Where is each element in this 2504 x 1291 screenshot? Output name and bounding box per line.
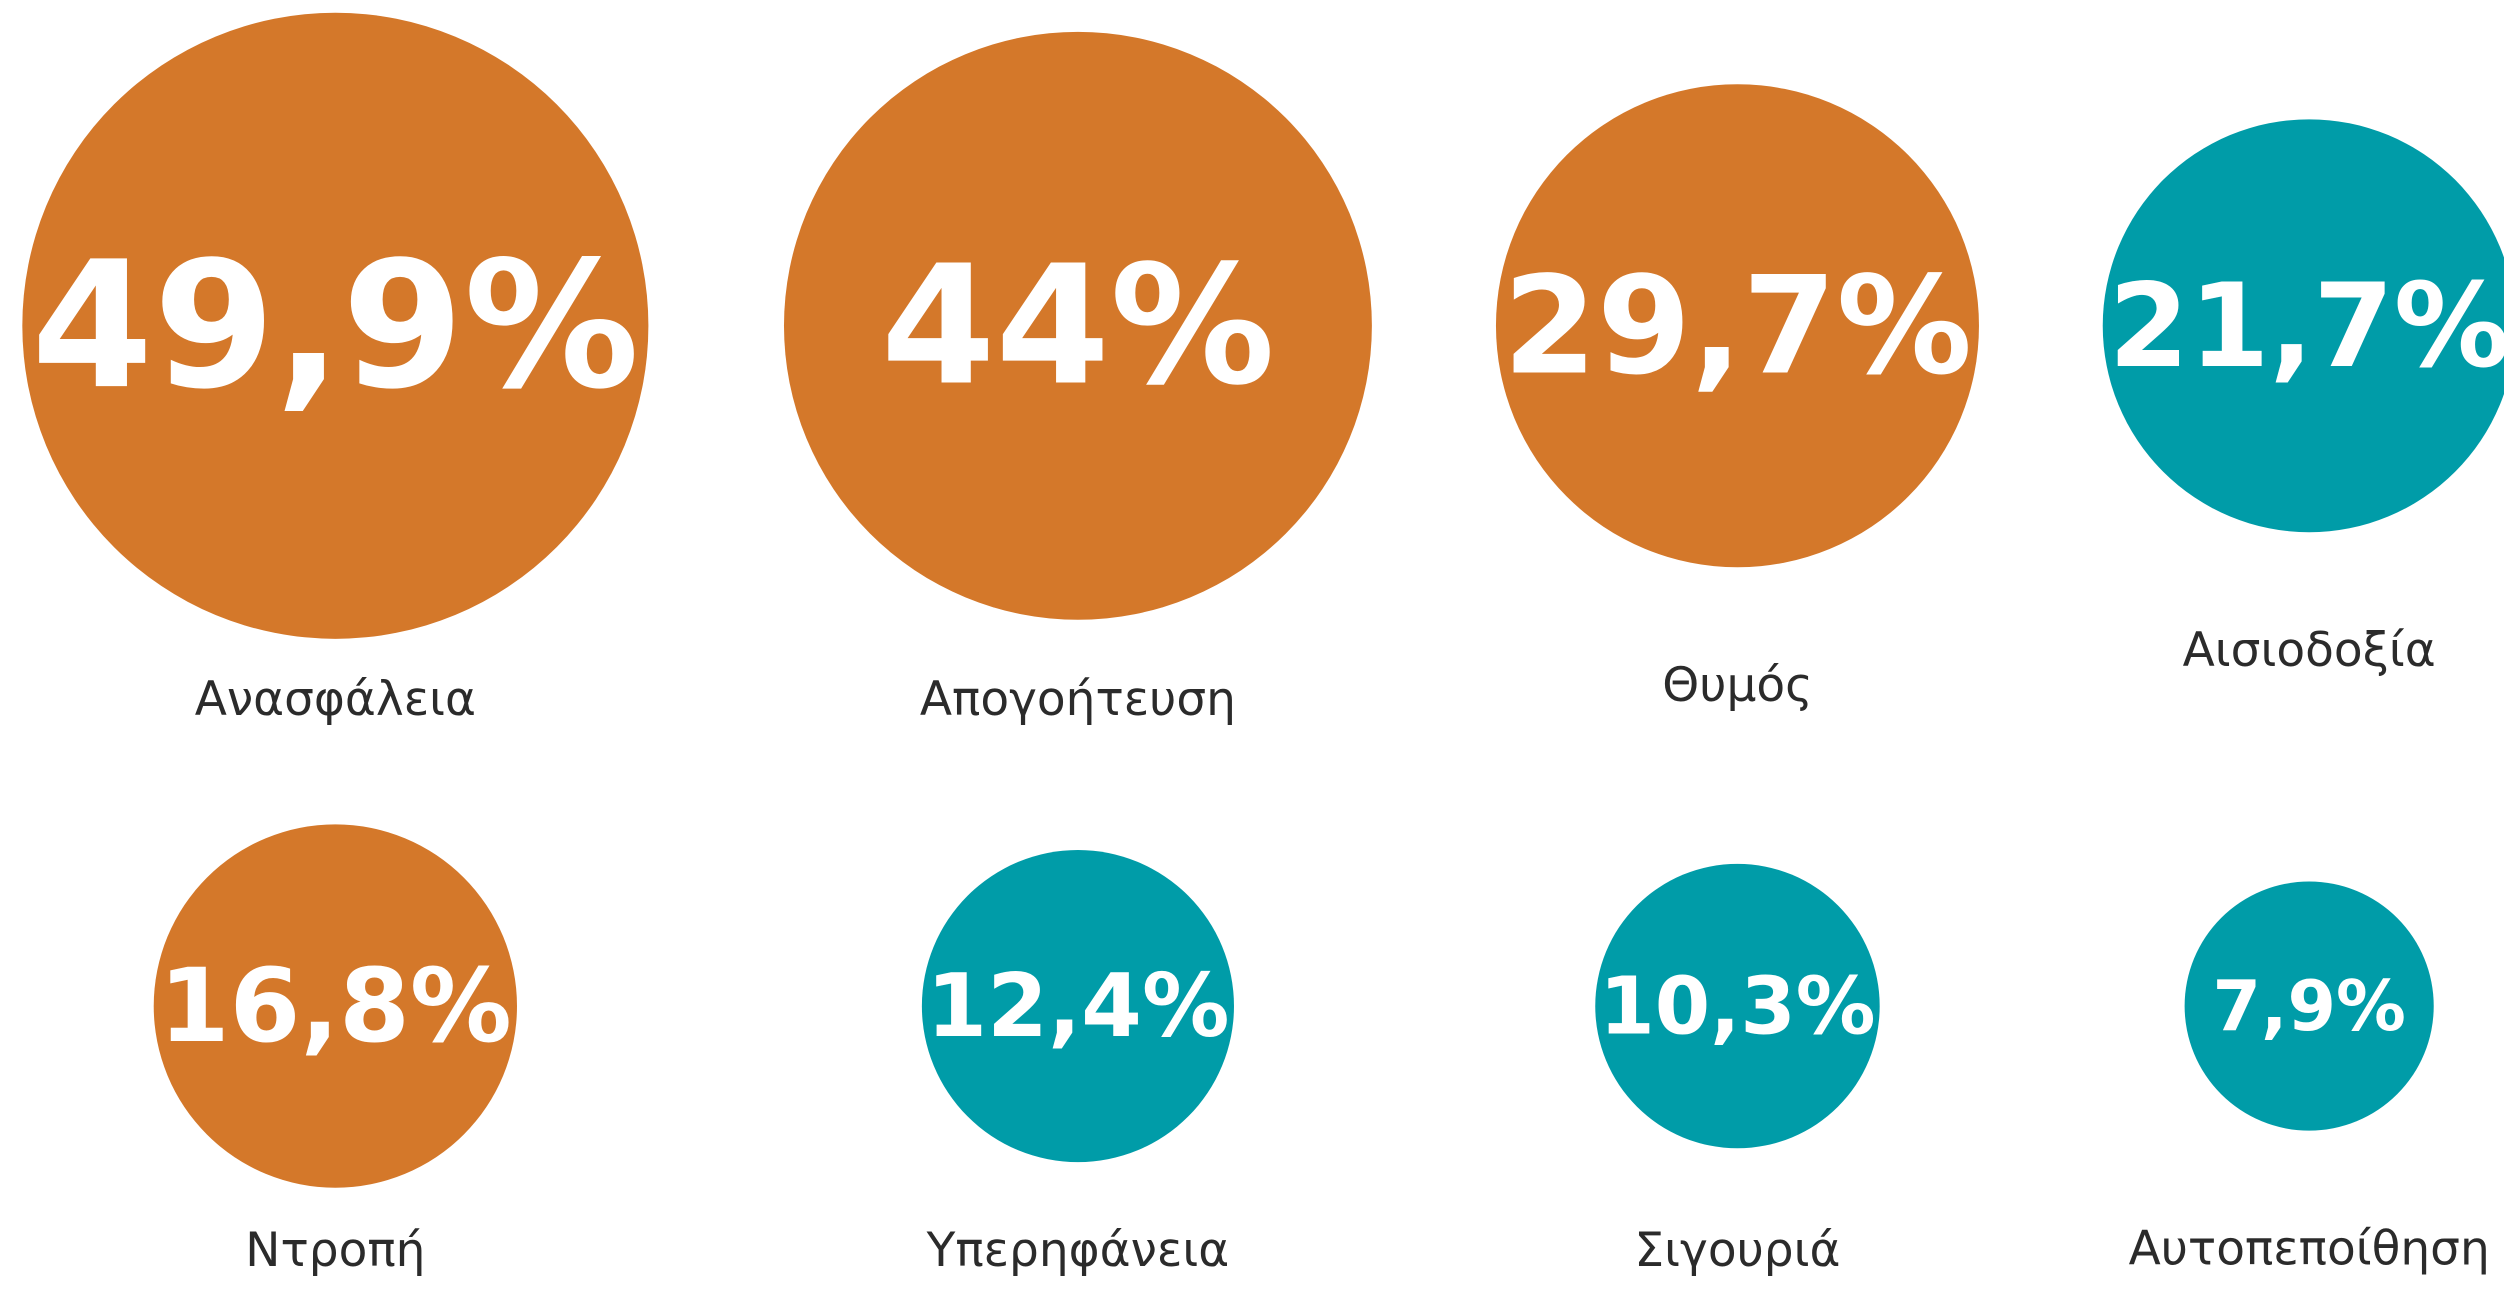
- value-label: 44%: [881, 229, 1275, 421]
- value-label: 12,4%: [926, 955, 1229, 1057]
- category-label: Απογοήτευση: [920, 672, 1236, 727]
- bubble: [921, 850, 1234, 1163]
- value-label: 16,8%: [159, 947, 512, 1065]
- bubble: [1495, 84, 1979, 568]
- value-label: 49,9%: [31, 224, 639, 428]
- category-label: Ανασφάλεια: [195, 672, 476, 727]
- bubble: [22, 12, 649, 639]
- bubble: [2184, 881, 2434, 1131]
- bubble: [783, 31, 1372, 620]
- value-label: 21,7%: [2109, 260, 2504, 394]
- bubble: [2102, 119, 2504, 533]
- category-label: Σιγουριά: [1634, 1223, 1840, 1278]
- value-label: 10,3%: [1599, 960, 1875, 1053]
- bubble: [153, 824, 517, 1188]
- bubble: [1595, 863, 1880, 1149]
- value-label: 7,9%: [2212, 966, 2405, 1047]
- category-label: Αυτοπεποίθηση: [2129, 1221, 2490, 1276]
- category-label: Υπερηφάνεια: [926, 1223, 1230, 1278]
- category-label: Αισιοδοξία: [2183, 623, 2436, 678]
- value-label: 29,7%: [1503, 247, 1972, 405]
- category-label: Ντροπή: [245, 1223, 425, 1278]
- category-label: Θυμός: [1662, 658, 1812, 713]
